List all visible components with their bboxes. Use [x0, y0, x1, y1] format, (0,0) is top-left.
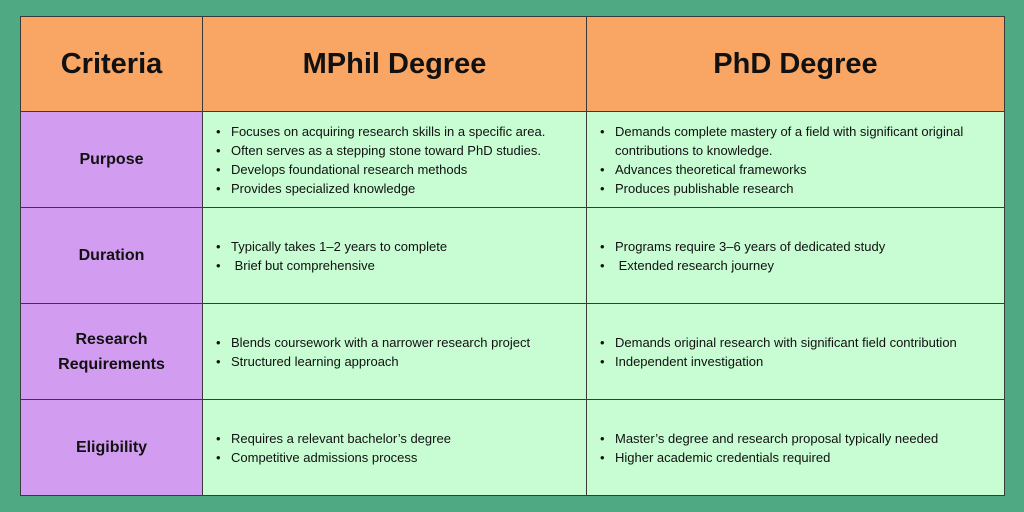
- list-item: Extended research journey: [598, 256, 1004, 275]
- phd-research: Demands original research with significa…: [586, 303, 1005, 400]
- list-item: Demands complete mastery of a field with…: [598, 122, 1004, 160]
- list-item: Develops foundational research methods: [214, 160, 586, 179]
- header-phd: PhD Degree: [586, 16, 1005, 112]
- mphil-research: Blends coursework with a narrower resear…: [202, 303, 587, 400]
- list-item: Independent investigation: [598, 352, 1004, 371]
- table-row-duration: Duration Typically takes 1–2 years to co…: [20, 207, 1005, 304]
- list-item: Produces publishable research: [598, 179, 1004, 198]
- list-item: Provides specialized knowledge: [214, 179, 586, 198]
- list-item: Blends coursework with a narrower resear…: [214, 333, 586, 352]
- comparison-table: Criteria MPhil Degree PhD Degree Purpose…: [20, 16, 1005, 496]
- criteria-research: Research Requirements: [20, 303, 203, 400]
- list-item: Structured learning approach: [214, 352, 586, 371]
- header-criteria: Criteria: [20, 16, 203, 112]
- list-item: Competitive admissions process: [214, 448, 586, 467]
- list-item: Focuses on acquiring research skills in …: [214, 122, 586, 141]
- header-row: Criteria MPhil Degree PhD Degree: [20, 16, 1005, 112]
- criteria-purpose: Purpose: [20, 111, 203, 208]
- phd-eligibility: Master’s degree and research proposal ty…: [586, 399, 1005, 496]
- criteria-duration: Duration: [20, 207, 203, 304]
- list-item: Demands original research with significa…: [598, 333, 1004, 352]
- list-item: Often serves as a stepping stone toward …: [214, 141, 586, 160]
- list-item: Programs require 3–6 years of dedicated …: [598, 237, 1004, 256]
- list-item: Higher academic credentials required: [598, 448, 1004, 467]
- list-item: Requires a relevant bachelor’s degree: [214, 429, 586, 448]
- mphil-purpose: Focuses on acquiring research skills in …: [202, 111, 587, 208]
- mphil-duration: Typically takes 1–2 years to complete Br…: [202, 207, 587, 304]
- list-item: Brief but comprehensive: [214, 256, 586, 275]
- list-item: Typically takes 1–2 years to complete: [214, 237, 586, 256]
- table-row-research: Research Requirements Blends coursework …: [20, 303, 1005, 400]
- header-mphil: MPhil Degree: [202, 16, 587, 112]
- phd-purpose: Demands complete mastery of a field with…: [586, 111, 1005, 208]
- criteria-eligibility: Eligibility: [20, 399, 203, 496]
- table-row-eligibility: Eligibility Requires a relevant bachelor…: [20, 399, 1005, 496]
- mphil-eligibility: Requires a relevant bachelor’s degree Co…: [202, 399, 587, 496]
- list-item: Master’s degree and research proposal ty…: [598, 429, 1004, 448]
- phd-duration: Programs require 3–6 years of dedicated …: [586, 207, 1005, 304]
- list-item: Advances theoretical frameworks: [598, 160, 1004, 179]
- table-row-purpose: Purpose Focuses on acquiring research sk…: [20, 111, 1005, 208]
